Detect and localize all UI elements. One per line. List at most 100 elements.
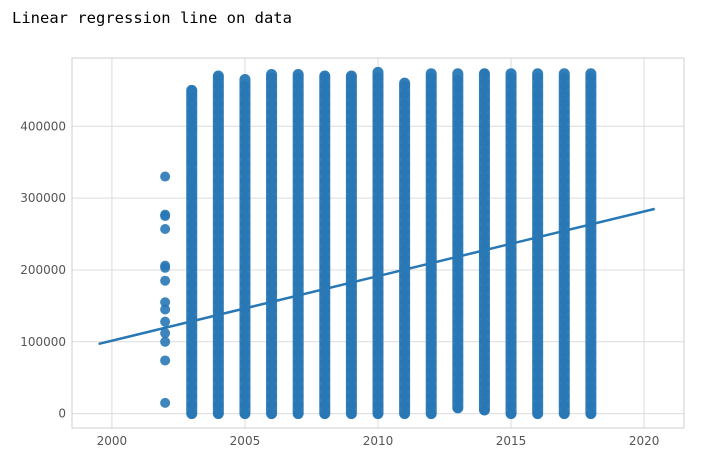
scatter-point (506, 124, 517, 135)
scatter-point (585, 408, 596, 419)
scatter-point (346, 106, 357, 117)
scatter-point (399, 210, 410, 221)
scatter-point (559, 158, 570, 169)
scatter-point (319, 253, 330, 264)
scatter-point (585, 98, 596, 109)
scatter-point (452, 127, 463, 137)
scatter-point (213, 89, 224, 100)
scatter-point (213, 124, 224, 135)
scatter-point (160, 355, 171, 366)
scatter-point (532, 339, 543, 350)
scatter-point (399, 244, 410, 255)
scatter-point (559, 115, 570, 126)
scatter-point (585, 296, 596, 307)
scatter-point (479, 189, 490, 200)
scatter-point (426, 236, 437, 247)
scatter-point (346, 322, 357, 333)
scatter-point (293, 106, 304, 117)
scatter-point (532, 141, 543, 152)
scatter-point (479, 94, 490, 105)
scatter-point (585, 270, 596, 281)
scatter-point (186, 236, 197, 247)
scatter-point (239, 210, 250, 221)
scatter-point (479, 361, 490, 372)
scatter-point (479, 129, 490, 140)
scatter-point (293, 132, 304, 143)
scatter-point (585, 348, 596, 359)
scatter-point (532, 391, 543, 402)
scatter-point (186, 262, 197, 273)
scatter-point (585, 89, 596, 100)
scatter-point (585, 184, 596, 195)
scatter-point (293, 98, 304, 109)
scatter-point (559, 408, 570, 419)
scatter-point (506, 348, 517, 359)
scatter-point (373, 218, 383, 229)
scatter-point (346, 374, 357, 385)
scatter-point (346, 356, 357, 367)
scatter-point (266, 365, 277, 376)
scatter-point (319, 115, 330, 126)
scatter-point (319, 408, 330, 419)
scatter-point (319, 227, 330, 238)
scatter-point (399, 149, 410, 160)
scatter-point (160, 336, 171, 347)
scatter-point (585, 287, 596, 298)
scatter-point (399, 141, 410, 152)
scatter-point (373, 193, 383, 204)
plot-frame (71, 57, 685, 429)
scatter-point (399, 270, 410, 281)
scatter-point (213, 400, 224, 411)
scatter-point (346, 253, 357, 264)
scatter-point (346, 115, 357, 126)
scatter-point (346, 244, 357, 255)
scatter-point (373, 72, 383, 83)
scatter-point (479, 310, 490, 321)
scatter-point (426, 175, 437, 186)
scatter-point (239, 193, 250, 204)
scatter-point (452, 135, 463, 146)
scatter-point (506, 210, 517, 221)
y-tick-label: 300000 (20, 191, 66, 205)
scatter-point (213, 106, 224, 117)
scatter-point (319, 279, 330, 290)
scatter-point (373, 81, 383, 92)
scatter-point (506, 296, 517, 307)
scatter-point (479, 405, 490, 416)
scatter-point (293, 253, 304, 264)
scatter-point (506, 132, 517, 143)
scatter-point (373, 244, 383, 255)
scatter-point (373, 149, 383, 160)
scatter-point (585, 158, 596, 169)
scatter-point (426, 184, 437, 195)
scatter-point (373, 356, 383, 367)
scatter-point (186, 331, 197, 342)
scatter-point (213, 201, 224, 212)
scatter-point (399, 296, 410, 307)
scatter-point (532, 400, 543, 411)
scatter-point (452, 195, 463, 206)
scatter-point (266, 279, 277, 290)
scatter-point (373, 400, 383, 411)
scatter-point (426, 322, 437, 333)
scatter-point (213, 158, 224, 169)
scatter-point (293, 339, 304, 350)
scatter-point (266, 227, 277, 238)
scatter-point (346, 391, 357, 402)
scatter-point (585, 175, 596, 186)
scatter-point (266, 339, 277, 350)
scatter-point (559, 253, 570, 264)
scatter-point (559, 339, 570, 350)
scatter-point (399, 236, 410, 247)
scatter-point (186, 253, 197, 264)
scatter-point (213, 253, 224, 264)
scatter-point (399, 193, 410, 204)
scatter-point (532, 184, 543, 195)
scatter-point (506, 331, 517, 342)
scatter-point (186, 244, 197, 255)
scatter-point (532, 218, 543, 229)
scatter-point (559, 374, 570, 385)
scatter-point (266, 236, 277, 247)
scatter-point (506, 279, 517, 290)
scatter-point (506, 115, 517, 126)
